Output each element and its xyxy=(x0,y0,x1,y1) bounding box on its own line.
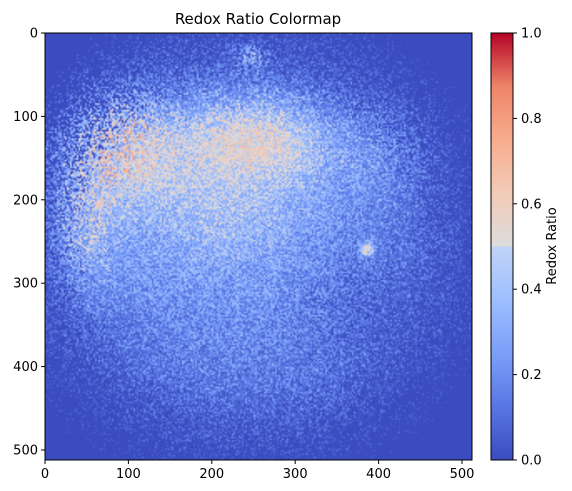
x-tick-label: 300 xyxy=(283,467,308,482)
chart-title: Redox Ratio Colormap xyxy=(175,10,341,28)
x-tick-label: 500 xyxy=(450,467,475,482)
x-tick-label: 0 xyxy=(41,467,49,482)
y-axis: 0 100 200 300 400 500 xyxy=(13,27,45,458)
y-tick-label: 100 xyxy=(13,110,38,125)
heatmap-raster xyxy=(45,33,472,460)
plot-frame xyxy=(44,32,473,461)
colorbar-ticks: 0.0 0.2 0.4 0.6 0.8 1.0 xyxy=(513,27,542,469)
y-tick-label: 500 xyxy=(13,443,38,458)
colorbar-tick-label: 0.8 xyxy=(521,112,542,127)
colorbar: 0.0 0.2 0.4 0.6 0.8 1.0 Redox Ratio xyxy=(490,27,560,469)
y-tick-label: 200 xyxy=(13,193,38,208)
y-tick-label: 300 xyxy=(13,277,38,292)
colorbar-tick-label: 0.4 xyxy=(521,283,542,298)
colorbar-tick-label: 0.2 xyxy=(521,368,542,383)
y-tick-label: 400 xyxy=(13,360,38,375)
x-tick-label: 200 xyxy=(199,467,224,482)
colorbar-tick-label: 0.6 xyxy=(521,197,542,212)
colorbar-tick-label: 1.0 xyxy=(521,27,542,42)
colorbar-gradient xyxy=(490,32,514,461)
heatmap-image xyxy=(45,33,472,460)
x-tick-label: 400 xyxy=(366,467,391,482)
x-axis: 0 100 200 300 400 500 xyxy=(41,460,475,482)
y-tick-label: 0 xyxy=(30,27,38,42)
x-tick-label: 100 xyxy=(116,467,141,482)
colorbar-label: Redox Ratio xyxy=(545,207,560,285)
colorbar-tick-label: 0.0 xyxy=(521,454,542,469)
